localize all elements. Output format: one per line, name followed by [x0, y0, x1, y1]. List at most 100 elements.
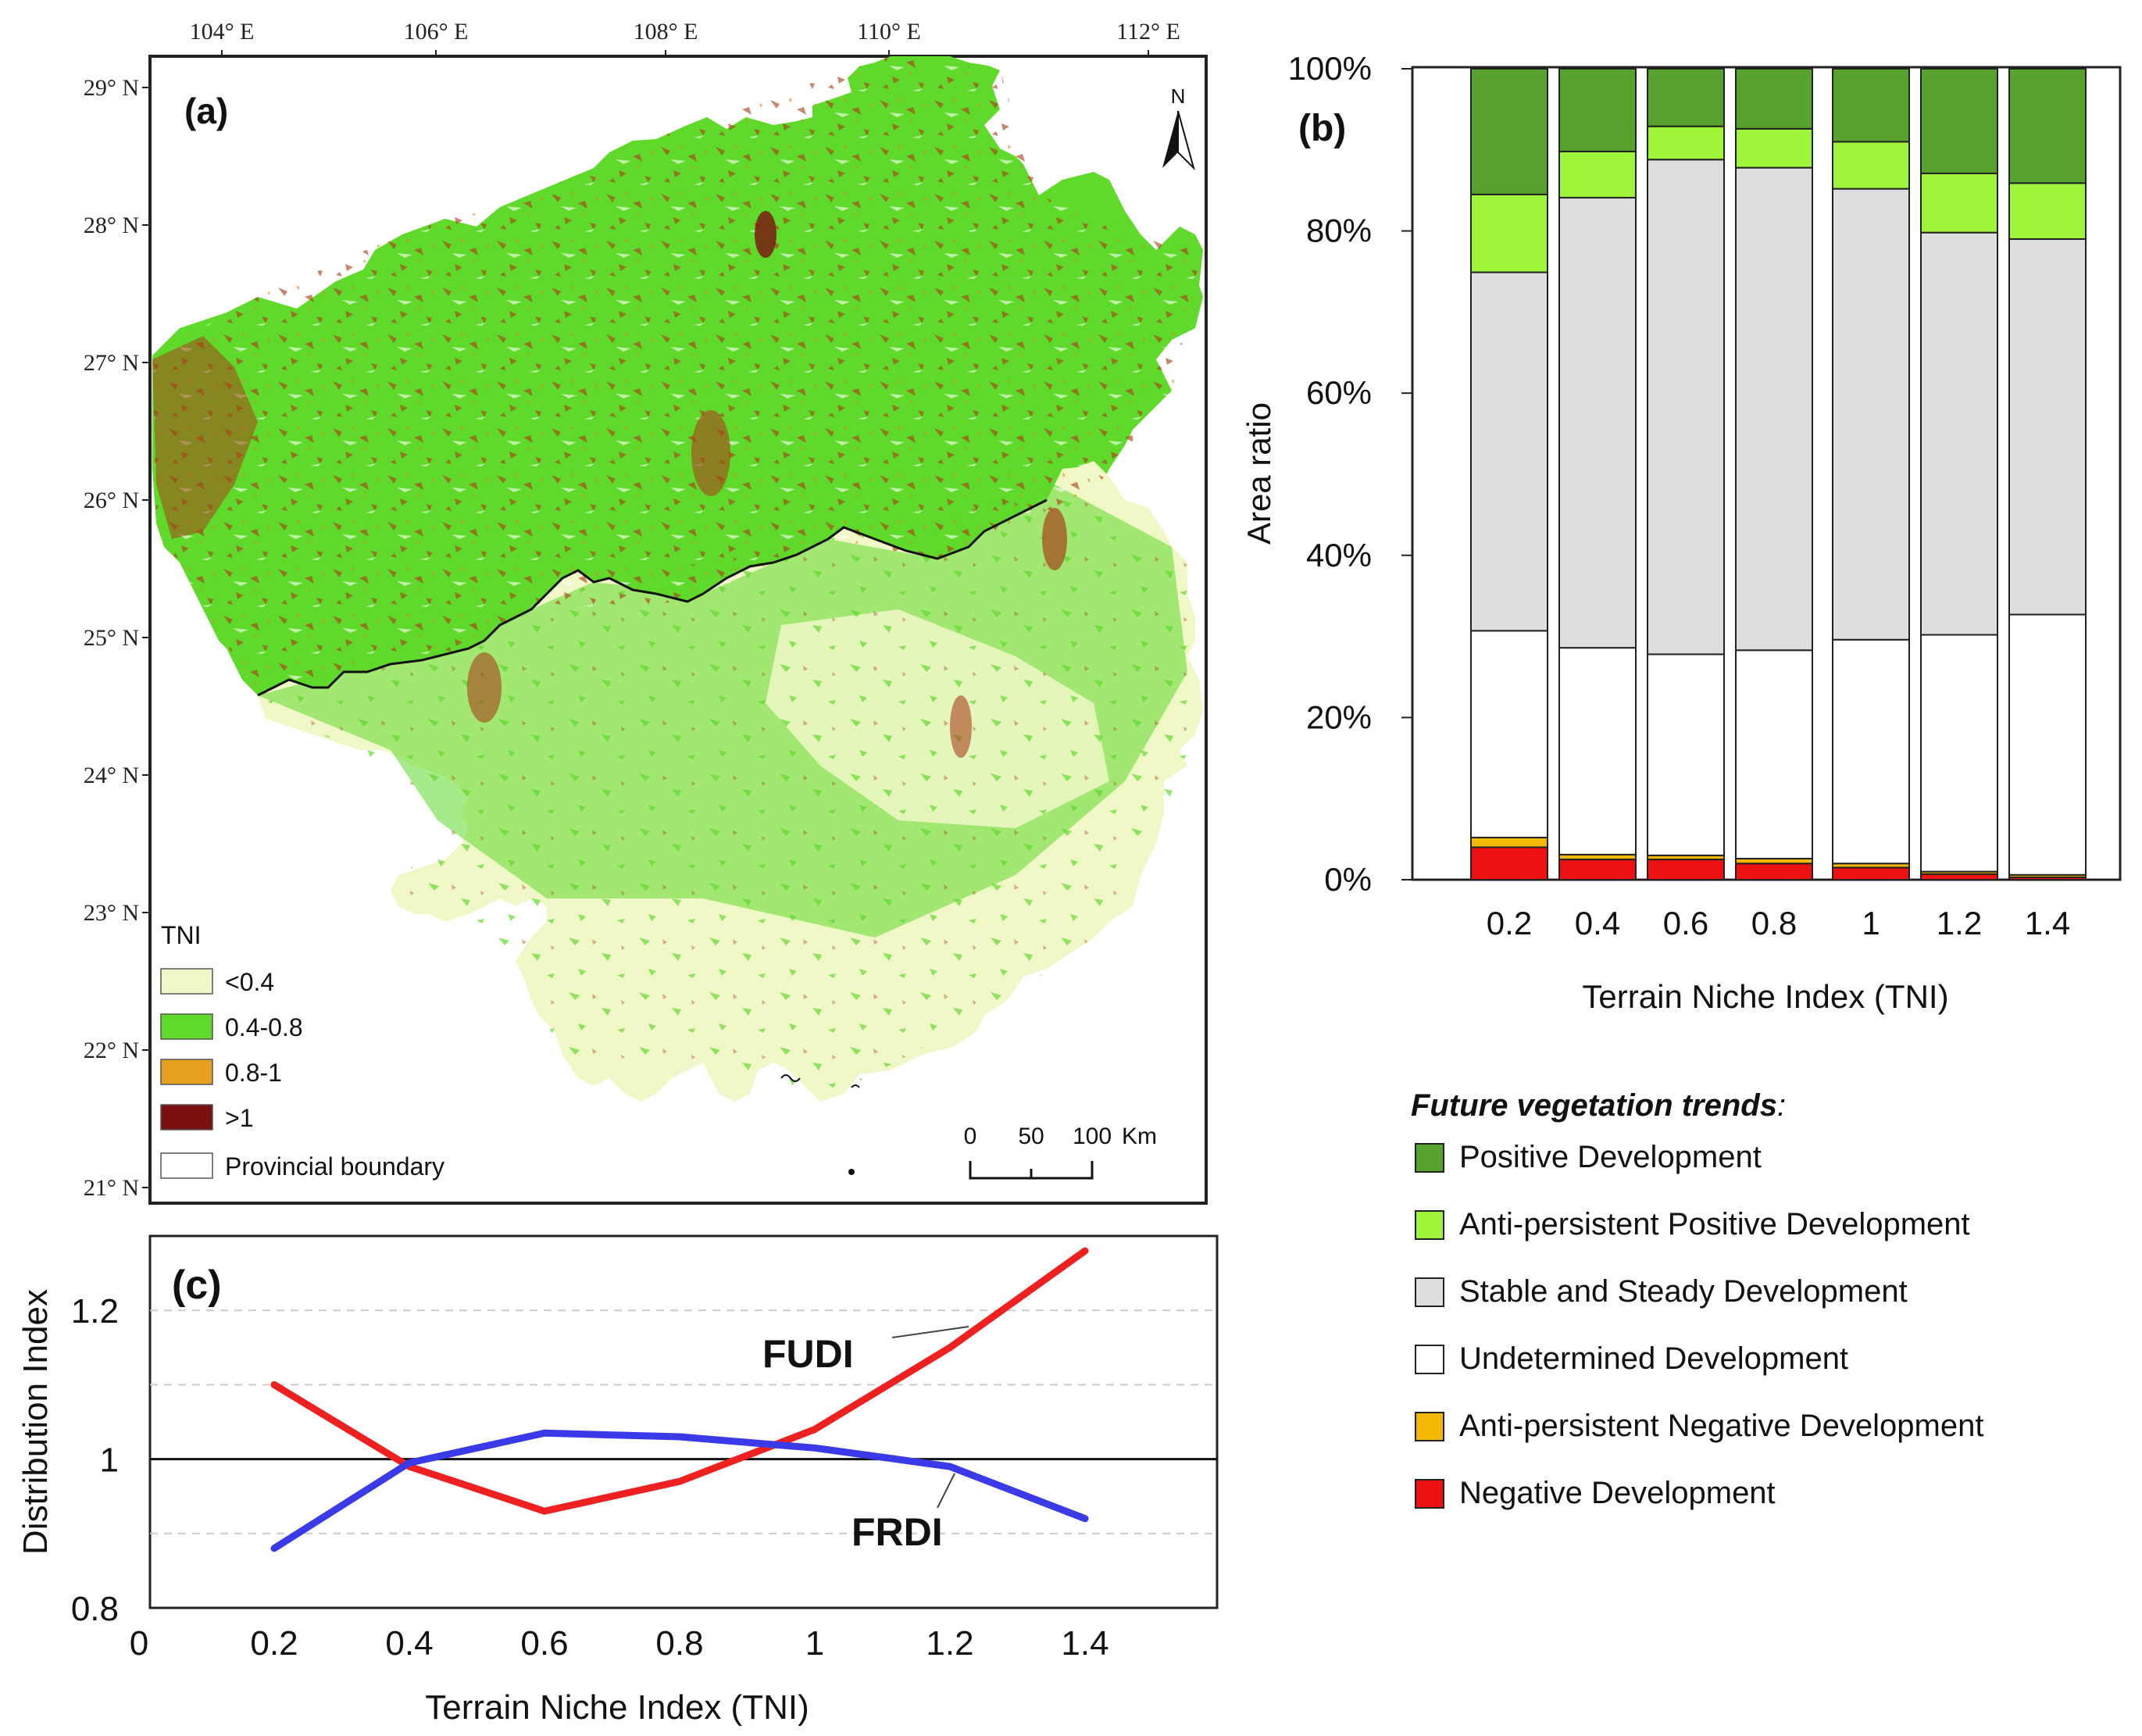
bar-x-axis-label: Terrain Niche Index (TNI) [1582, 978, 1948, 1015]
highland-patch [950, 695, 972, 758]
frdi-annotation: FRDI [851, 1510, 943, 1554]
bar-segment-anti-persistent-positive-development [1735, 127, 1813, 169]
line-series-group [270, 1247, 1089, 1552]
longitude-tick-label: 106° E [404, 19, 469, 45]
line-x-tick-label: 0.2 [250, 1624, 298, 1663]
trend-legend-colon: : [1777, 1088, 1786, 1123]
scale-line [969, 1161, 1094, 1180]
latitude-tick-label: 22° N [84, 1038, 139, 1063]
trend-legend-label: Negative Development [1459, 1476, 1776, 1510]
trend-legend-label: Stable and Steady Development [1459, 1274, 1908, 1309]
trend-legend-title: Future vegetation trends: [1411, 1088, 1786, 1123]
guangxi-texture [258, 484, 1203, 1102]
longitude-tick-label: 110° E [857, 19, 921, 45]
tni-legend-label: 0.4-0.8 [225, 1013, 303, 1041]
tni-legend: TNI <0.4 0.4-0.8 0.8-1 >1 Provincial bou… [160, 921, 444, 1181]
trend-legend-label: Undetermined Development [1459, 1341, 1848, 1376]
bar-x-tick-label: 0.4 [1575, 905, 1620, 941]
fudi-leader-line [891, 1326, 969, 1338]
bar-y-tick-label: 0% [1324, 861, 1372, 898]
line-x-tick-label: 1.2 [926, 1624, 973, 1663]
bar-segment-negative-development [1735, 863, 1813, 881]
bar-y-axis-label: Area ratio [1241, 402, 1277, 545]
trend-legend: Positive Development Anti-persistent Posi… [1415, 1140, 1983, 1510]
bar-segment-stable-and-steady-development [2008, 238, 2087, 616]
line-x-tick-label: 1.4 [1061, 1624, 1108, 1663]
bar-segment-negative-development [1470, 846, 1548, 881]
bar-segment-positive-development [1735, 68, 1813, 130]
bar-segment-negative-development [1832, 866, 1910, 881]
island [848, 1169, 855, 1175]
line-y-tick-label: 1.2 [71, 1292, 119, 1331]
bar-x-tick-label: 0.6 [1663, 905, 1708, 941]
stacked-bar-panel: (b) 0% 20% 40% 60% 80% 100% 0.2 0.4 0.6 0.8 1 1.2 1… [1241, 50, 2122, 1510]
line-x-axis-label: Terrain Niche Index (TNI) [425, 1688, 809, 1727]
bar-x-tick-label: 1.4 [2025, 905, 2070, 941]
bar-segment-undetermined-development [1470, 630, 1548, 839]
bar-segment-stable-and-steady-development [1470, 271, 1548, 632]
bar-segment-stable-and-steady-development [1832, 188, 1910, 641]
trend-legend-label: Anti-persistent Negative Development [1459, 1409, 1983, 1443]
line-x-tick-label: 0 [130, 1624, 148, 1663]
tni-swatch [160, 1059, 213, 1085]
latitude-tick-label: 24° N [84, 763, 139, 788]
bar-segment-positive-development [2008, 68, 2087, 184]
map-panel: (a) 104° E 106° E 108° E 110° E 112° E 29° N… [84, 19, 1208, 1205]
line-x-tick-label: 0.6 [520, 1624, 568, 1663]
bar-x-tick-label: 0.8 [1751, 905, 1797, 941]
panel-a-label: (a) [184, 91, 228, 131]
bar-segment-positive-development [1920, 68, 1998, 174]
tni-swatch [160, 1013, 213, 1040]
longitude-tick-label: 112° E [1116, 19, 1180, 45]
bar-x-tick-label: 1 [1862, 905, 1880, 941]
bar-segment-anti-persistent-positive-development [1558, 150, 1637, 199]
line-x-tick-label: 1 [805, 1624, 824, 1663]
trend-legend-label: Positive Development [1459, 1140, 1762, 1174]
latitude-tick-label: 26° N [84, 488, 139, 513]
latitude-tick-label: 21° N [84, 1175, 139, 1201]
trend-legend-swatch [1415, 1277, 1444, 1307]
north-arrow-left [1162, 111, 1178, 168]
latitude-tick-label: 23° N [84, 900, 139, 926]
coastline [780, 1074, 860, 1088]
line-gridlines [150, 1309, 1217, 1534]
bar-segment-undetermined-development [1558, 647, 1637, 855]
bar-segment-stable-and-steady-development [1920, 231, 1998, 636]
tni-swatch [160, 968, 213, 995]
trend-legend-swatch [1415, 1412, 1444, 1441]
western-highland [152, 336, 258, 539]
latitude-tick-label: 29° N [84, 75, 139, 101]
frdi-leader-line [937, 1473, 955, 1509]
scale-label-100: 100 [1073, 1123, 1112, 1149]
highland-patch [467, 652, 502, 723]
latitude-tick-label: 28° N [84, 213, 139, 238]
scale-unit: Km [1122, 1123, 1157, 1149]
bar-segment-anti-persistent-positive-development [1920, 172, 1998, 234]
bar-x-tick-label: 1.2 [1937, 905, 1982, 941]
scale-label-0: 0 [964, 1123, 977, 1149]
bar-y-tick-label: 100% [1288, 50, 1372, 87]
highland-patch [691, 410, 730, 496]
bar-segment-anti-persistent-positive-development [1832, 141, 1910, 190]
line-x-tick-label: 0.8 [655, 1624, 703, 1663]
bar-segment-anti-persistent-positive-development [1470, 193, 1548, 273]
bar-segment-undetermined-development [2008, 613, 2087, 876]
line-y-axis: 0.8 1 1.2 [71, 1292, 119, 1628]
frdi-line [270, 1429, 1089, 1552]
bar-segment-anti-persistent-positive-development [1647, 125, 1725, 161]
line-x-axis: 0 0.2 0.4 0.6 0.8 1 1.2 1.4 [130, 1624, 1109, 1663]
bar-segment-stable-and-steady-development [1735, 166, 1813, 652]
boundary-swatch [160, 1152, 213, 1179]
panel-b-label: (b) [1298, 108, 1346, 149]
bar-y-tick-label: 80% [1306, 213, 1372, 249]
fudi-annotation: FUDI [762, 1332, 854, 1376]
bar-segment-anti-persistent-negative-development [1470, 837, 1548, 848]
bar-y-tick-label: 40% [1306, 537, 1372, 573]
bar-segment-anti-persistent-positive-development [2008, 182, 2087, 240]
scale-label-50: 50 [1018, 1123, 1044, 1149]
bar-segment-negative-development [1558, 859, 1637, 881]
trend-legend-title-text: Future vegetation trends [1411, 1088, 1777, 1123]
bar-segment-undetermined-development [1647, 653, 1725, 856]
line-chart-panel: (c) 0.8 1 1.2 0 0.2 0.4 0.6 0.8 1 1.2 1.4 FUDI FR… [16, 1234, 1219, 1727]
